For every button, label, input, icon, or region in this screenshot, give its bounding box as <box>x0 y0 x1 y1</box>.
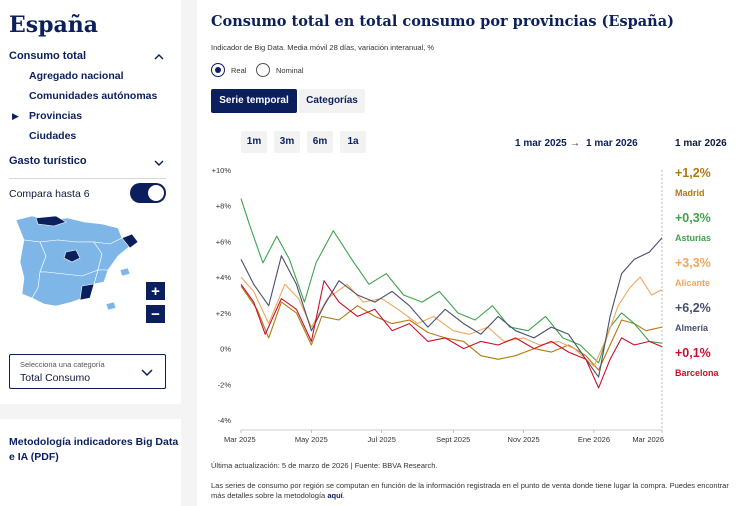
divider <box>9 178 166 179</box>
footer-note-text: Las series de consumo por región se comp… <box>211 481 729 500</box>
region-title: España <box>9 12 99 38</box>
nav-item-provincias[interactable]: Provincias <box>29 110 83 122</box>
chart-title: Consumo total en total consumo por provi… <box>211 13 674 30</box>
y-tick-label: +2% <box>216 309 232 318</box>
legend-value-almeria: +6,2% <box>675 301 711 315</box>
chevron-down-icon[interactable] <box>153 157 165 169</box>
map-region-almeria[interactable] <box>79 283 95 301</box>
nav-item-agregado-nacional[interactable]: Agregado nacional <box>29 70 124 82</box>
methodology-panel <box>0 419 181 506</box>
map-region-north[interactable] <box>15 215 123 245</box>
legend-value-alicante: +3,3% <box>675 256 711 270</box>
nav-gasto-turistico[interactable]: Gasto turístico <box>9 155 87 167</box>
legend-value-asturias: +0,3% <box>675 211 711 225</box>
y-tick-label: +8% <box>216 202 232 211</box>
radio-real[interactable] <box>211 63 225 77</box>
nav-consumo-total[interactable]: Consumo total <box>9 50 86 62</box>
map-region-barcelona[interactable] <box>121 233 139 249</box>
chevron-up-icon[interactable] <box>153 51 165 63</box>
nav-item-ciudades[interactable]: Ciudades <box>29 130 77 142</box>
series-line-madrid[interactable] <box>240 285 663 371</box>
radio-nominal[interactable] <box>256 63 270 77</box>
arrow-right-icon: → <box>570 138 580 149</box>
range-1a-button[interactable]: 1a <box>340 131 366 153</box>
footer-update: Última actualización: 5 de marzo de 2026… <box>211 461 438 470</box>
date-from[interactable]: 1 mar 2025 <box>515 138 567 149</box>
y-tick-label: -4% <box>218 416 232 425</box>
legend-value-barcelona: +0,1% <box>675 346 711 360</box>
chart-subtitle: Indicador de Big Data. Media móvil 28 dí… <box>211 43 435 52</box>
y-tick-label: -2% <box>218 380 232 389</box>
footer-note-end: . <box>342 491 345 500</box>
legend-name-alicante: Alicante <box>675 278 711 288</box>
sidebar: España Consumo total Agregado nacional C… <box>0 0 181 404</box>
compare-label: Compara hasta 6 <box>9 188 90 200</box>
x-tick-label: Mar 2025 <box>224 435 256 444</box>
range-6m-button[interactable]: 6m <box>307 131 333 153</box>
legend-date: 1 mar 2026 <box>675 138 727 149</box>
toggle-knob <box>148 185 164 201</box>
zoom-out-button[interactable]: − <box>145 304 166 324</box>
footer-note: Las series de consumo por región se comp… <box>211 481 743 501</box>
spain-map[interactable] <box>10 212 142 320</box>
series-line-asturias[interactable] <box>240 198 663 364</box>
map-region-baleares[interactable] <box>119 267 131 277</box>
legend-value-madrid: +1,2% <box>675 166 711 180</box>
legend-name-madrid: Madrid <box>675 188 705 198</box>
zoom-in-button[interactable]: + <box>145 281 166 301</box>
range-1m-button[interactable]: 1m <box>241 131 267 153</box>
x-tick-label: Jul 2025 <box>368 435 396 444</box>
category-select-label: Selecciona una categoría <box>20 360 105 369</box>
category-select[interactable]: Selecciona una categoría Total Consumo <box>9 354 166 389</box>
line-chart[interactable]: +10% +8% +6% +4% +2% 0% -2% -4% Mar 2025 May 2025… <box>197 160 667 450</box>
x-tick-label: Sept 2025 <box>436 435 470 444</box>
x-tick-label: Nov 2025 <box>508 435 540 444</box>
map-region-canarias[interactable] <box>105 301 117 311</box>
y-tick-label: +6% <box>216 237 232 246</box>
y-tick-label: 0% <box>220 345 231 354</box>
series-line-barcelona[interactable] <box>240 280 663 389</box>
compare-toggle[interactable] <box>130 183 166 203</box>
x-tick-label: Mar 2026 <box>632 435 664 444</box>
map-region-asturias[interactable] <box>35 215 67 227</box>
legend-name-almeria: Almería <box>675 323 709 333</box>
y-tick-label: +10% <box>212 166 232 175</box>
nav-item-comunidades[interactable]: Comunidades autónomas <box>29 90 158 102</box>
selected-marker-icon: ▶ <box>12 111 19 121</box>
map-region-madrid[interactable] <box>63 249 81 263</box>
date-to[interactable]: 1 mar 2026 <box>586 138 638 149</box>
footer-link[interactable]: aquí <box>327 491 343 500</box>
category-select-value: Total Consumo <box>20 372 91 384</box>
tab-categorias[interactable]: Categorías <box>299 89 365 113</box>
legend-name-asturias: Asturias <box>675 233 712 243</box>
x-tick-label: May 2025 <box>295 435 328 444</box>
series-line-almeria[interactable] <box>240 237 663 378</box>
legend-name-barcelona: Barcelona <box>675 368 719 378</box>
radio-real-label: Real <box>231 66 247 75</box>
range-3m-button[interactable]: 3m <box>274 131 300 153</box>
radio-nominal-label: Nominal <box>276 66 304 75</box>
tab-serie-temporal[interactable]: Serie temporal <box>211 89 297 113</box>
methodology-link[interactable]: Metodología indicadores Big Data e IA (P… <box>9 436 179 463</box>
main-panel: Consumo total en total consumo por provi… <box>197 0 751 506</box>
map-region-east[interactable] <box>93 237 131 271</box>
chevron-down-icon <box>141 369 153 377</box>
series-line-alicante[interactable] <box>240 276 663 367</box>
x-tick-label: Ene 2026 <box>578 435 610 444</box>
y-tick-label: +4% <box>216 273 232 282</box>
